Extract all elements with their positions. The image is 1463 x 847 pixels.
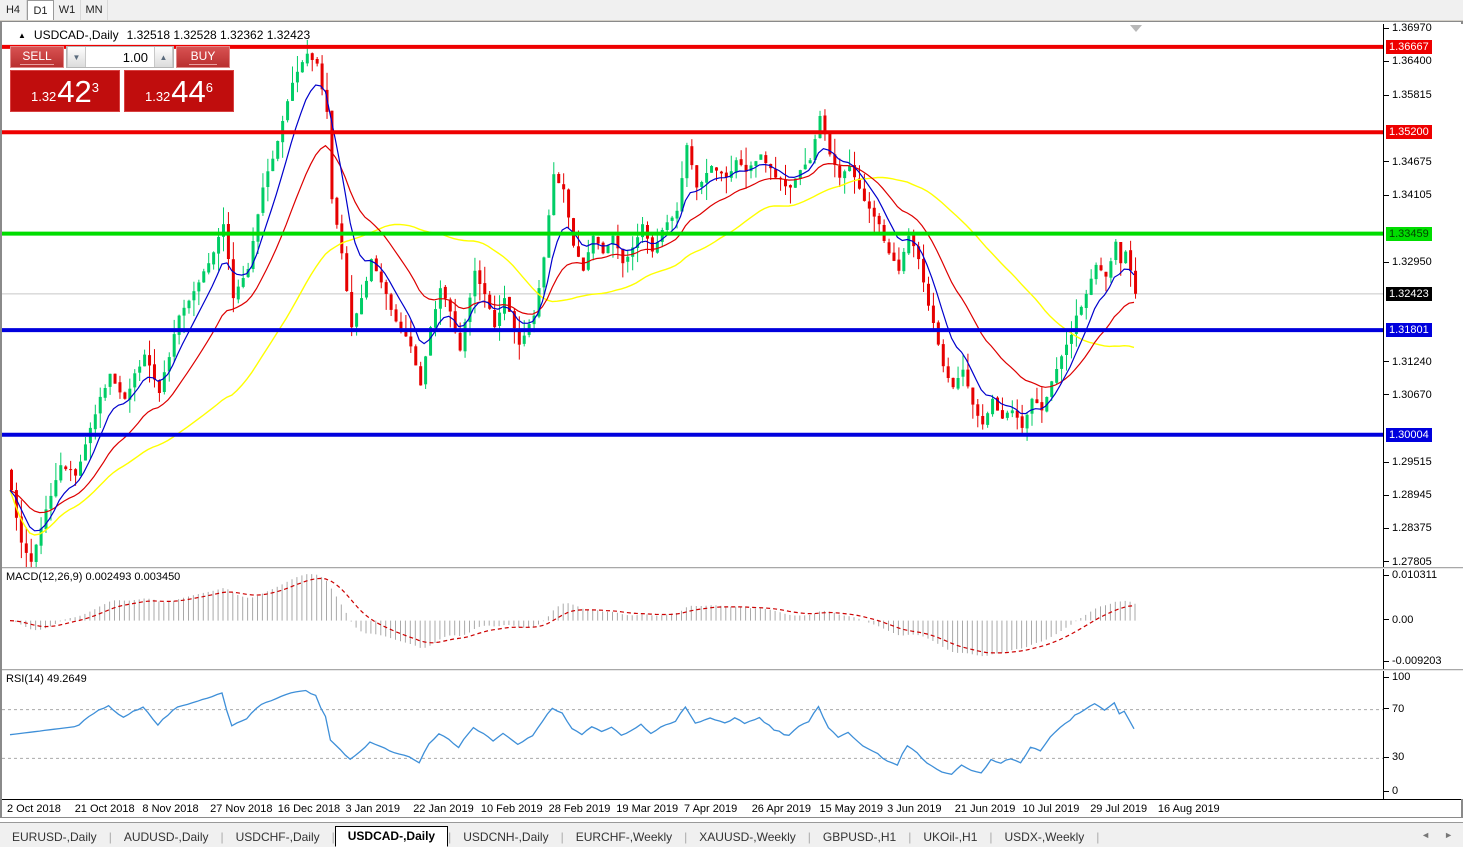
date-tick-label: 2 Oct 2018 xyxy=(7,803,61,815)
tab-separator: | xyxy=(560,830,564,844)
price-tick-label: 1.27805 xyxy=(1384,556,1432,568)
date-tick-label: 3 Jun 2019 xyxy=(887,803,942,815)
symbol-tab-eurchfweekly[interactable]: EURCHF-,Weekly xyxy=(575,830,673,844)
tab-scroll-right-icon[interactable]: ► xyxy=(1444,830,1453,840)
price-tick-label: 1.28945 xyxy=(1384,489,1432,501)
tab-separator: | xyxy=(684,830,688,844)
date-axis[interactable]: 2 Oct 2018 21 Oct 2018 8 Nov 2018 27 Nov 20… xyxy=(2,799,1461,817)
macd-tick-label: -0.009203 xyxy=(1384,655,1442,667)
tab-scroll-left-icon[interactable]: ◄ xyxy=(1421,830,1431,840)
symbol-tab-usdxweekly[interactable]: USDX-,Weekly xyxy=(1004,830,1085,844)
price-tick-label: 1.36400 xyxy=(1384,55,1432,67)
chart-quotes-label: 1.32518 1.32528 1.32362 1.32423 xyxy=(126,28,311,42)
symbol-tab-eurusddaily[interactable]: EURUSD-,Daily xyxy=(12,830,97,844)
tab-scroll-arrows: ◄ ► xyxy=(1421,830,1453,840)
macd-pane[interactable]: MACD(12,26,9) 0.002493 0.003450 xyxy=(2,569,1383,669)
date-tick-label: 7 Apr 2019 xyxy=(684,803,738,815)
rsi-axis: 100 70 30 0 xyxy=(1383,671,1463,799)
timeframe-button-d1[interactable]: D1 xyxy=(27,0,54,20)
timeframe-button-h4[interactable]: H4 xyxy=(0,0,27,20)
price-tick-label: 1.34105 xyxy=(1384,189,1432,201)
chart-window: ▲ USDCAD-,Daily 1.32518 1.32528 1.32362 … xyxy=(0,21,1463,818)
one-click-trade-panel: SELL ▼ 1.00 ▲ BUY 1.32 42 3 1.32 xyxy=(10,46,234,112)
macd-tick-label: 0.010311 xyxy=(1384,569,1437,581)
date-tick-label: 28 Feb 2019 xyxy=(548,803,611,815)
date-tick-label: 3 Jan 2019 xyxy=(345,803,400,815)
date-tick-label: 10 Feb 2019 xyxy=(480,803,543,815)
sell-price-tile[interactable]: 1.32 42 3 xyxy=(10,70,120,112)
macd-label: MACD(12,26,9) 0.002493 0.003450 xyxy=(6,571,181,583)
pane-splitter[interactable] xyxy=(2,567,1463,569)
tab-separator: | xyxy=(1096,830,1100,844)
tab-separator: | xyxy=(220,830,224,844)
symbol-tab-xauusdweekly[interactable]: XAUUSD-,Weekly xyxy=(699,830,796,844)
chart-title: ▲ USDCAD-,Daily 1.32518 1.32528 1.32362 … xyxy=(18,28,310,42)
date-tick-label: 29 Jul 2019 xyxy=(1090,803,1148,815)
date-tick-label: 8 Nov 2018 xyxy=(142,803,199,815)
tab-separator: | xyxy=(448,830,452,844)
current-price-badge: 1.32423 xyxy=(1386,286,1432,301)
price-level-badge: 1.36667 xyxy=(1386,39,1432,54)
price-tick-label: 1.36970 xyxy=(1384,22,1432,34)
date-tick-label: 27 Nov 2018 xyxy=(210,803,273,815)
price-tick-label: 1.28375 xyxy=(1384,522,1432,534)
chart-symbol-label: USDCAD-,Daily xyxy=(33,28,119,42)
price-tick-label: 1.29515 xyxy=(1384,456,1432,468)
date-tick-label: 19 Mar 2019 xyxy=(616,803,679,815)
date-tick-label: 21 Oct 2018 xyxy=(74,803,135,815)
timeframe-button-w1[interactable]: W1 xyxy=(54,0,81,20)
price-chart-pane[interactable] xyxy=(2,24,1383,571)
date-tick-label: 16 Aug 2019 xyxy=(1157,803,1220,815)
volume-stepper: ▼ 1.00 ▲ xyxy=(66,46,174,68)
price-level-badge: 1.33459 xyxy=(1386,226,1432,241)
rsi-tick-label: 0 xyxy=(1384,785,1398,797)
collapse-triangle-icon: ▲ xyxy=(18,30,26,40)
rsi-tick-label: 70 xyxy=(1384,703,1404,715)
timeframe-button-mn[interactable]: MN xyxy=(81,0,108,20)
date-tick-label: 22 Jan 2019 xyxy=(413,803,474,815)
sell-button[interactable]: SELL xyxy=(10,46,64,68)
tab-separator: | xyxy=(989,830,993,844)
price-tick-label: 1.35815 xyxy=(1384,89,1432,101)
price-tick-label: 1.31240 xyxy=(1384,356,1432,368)
price-level-badge: 1.30004 xyxy=(1386,427,1432,442)
symbol-tab-usdcaddaily[interactable]: USDCAD-,Daily xyxy=(334,826,449,847)
buy-price-tile[interactable]: 1.32 44 6 xyxy=(124,70,234,112)
symbol-tab-usdchfdaily[interactable]: USDCHF-,Daily xyxy=(235,830,320,844)
date-tick-label: 26 Apr 2019 xyxy=(751,803,812,815)
date-tick-label: 21 Jun 2019 xyxy=(954,803,1016,815)
rsi-tick-label: 100 xyxy=(1384,671,1410,683)
tab-separator: | xyxy=(331,830,335,844)
symbol-tab-gbpusdh1[interactable]: GBPUSD-,H1 xyxy=(822,830,897,844)
tab-separator: | xyxy=(807,830,811,844)
buy-button[interactable]: BUY xyxy=(176,46,230,68)
symbol-tabbar: EURUSD-,Daily | AUDUSD-,Daily | USDCHF-,Dail… xyxy=(0,822,1463,847)
volume-increase-button[interactable]: ▲ xyxy=(154,47,173,67)
price-tick-label: 1.34675 xyxy=(1384,156,1432,168)
volume-field[interactable]: 1.00 xyxy=(86,47,154,67)
symbol-tab-ukoilh1[interactable]: UKOil-,H1 xyxy=(923,830,978,844)
date-tick-label: 16 Dec 2018 xyxy=(277,803,341,815)
date-tick-label: 15 May 2019 xyxy=(819,803,883,815)
price-axis[interactable]: 1.36970 1.36400 1.35815 1.34675 1.34105 1.329… xyxy=(1383,22,1463,568)
price-level-badge: 1.31801 xyxy=(1386,323,1432,338)
volume-decrease-button[interactable]: ▼ xyxy=(67,47,86,67)
chart-shift-marker-icon[interactable] xyxy=(1130,25,1142,32)
rsi-pane[interactable]: RSI(14) 49.2649 xyxy=(2,671,1383,799)
tab-separator: | xyxy=(908,830,912,844)
symbol-tab-audusddaily[interactable]: AUDUSD-,Daily xyxy=(123,830,209,844)
rsi-tick-label: 30 xyxy=(1384,751,1404,763)
price-level-badge: 1.35200 xyxy=(1386,125,1432,140)
price-tick-label: 1.32950 xyxy=(1384,256,1432,268)
macd-tick-label: 0.00 xyxy=(1384,614,1413,626)
date-tick-label: 10 Jul 2019 xyxy=(1022,803,1080,815)
tab-separator: | xyxy=(108,830,112,844)
pane-splitter[interactable] xyxy=(2,669,1463,671)
rsi-label: RSI(14) 49.2649 xyxy=(6,673,87,685)
macd-axis: 0.010311 0.00 -0.009203 xyxy=(1383,569,1463,669)
price-tick-label: 1.30670 xyxy=(1384,389,1432,401)
symbol-tab-usdcnhdaily[interactable]: USDCNH-,Daily xyxy=(463,830,549,844)
timeframe-toolbar: H4 D1 W1 MN xyxy=(0,0,1463,21)
